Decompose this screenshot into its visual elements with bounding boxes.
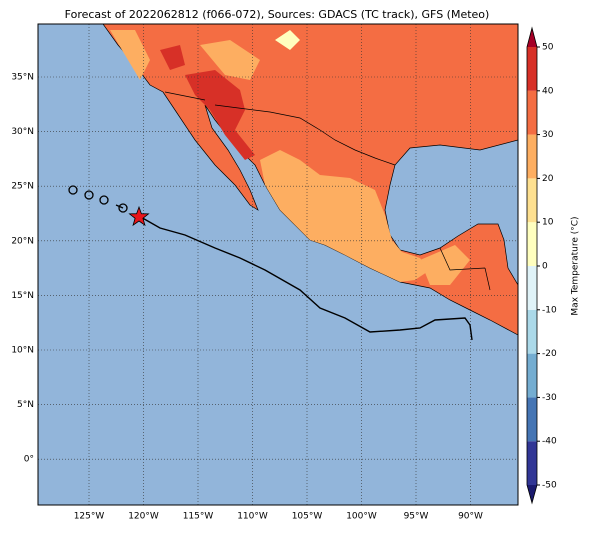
- colorbar-tick-label: -30: [542, 393, 557, 403]
- colorbar: -50 -40 -30 -20 -10 0 10 20 30 40 50: [526, 26, 557, 505]
- colorbar-over: [527, 28, 537, 47]
- warm-zone: [110, 30, 470, 285]
- past-position: [118, 203, 128, 213]
- colorbar-tick-label: -10: [542, 305, 557, 315]
- colorbar-segment: [527, 47, 537, 91]
- colorbar-tick-label: -20: [542, 349, 557, 359]
- colorbar-segment: [527, 397, 537, 442]
- past-position: [68, 185, 78, 195]
- colorbar-tick-label: 0: [542, 262, 548, 272]
- track-segment: [115, 204, 124, 209]
- lon-label: 120°W: [128, 512, 159, 522]
- colorbar-tick-label: 10: [542, 218, 554, 228]
- lat-label: 15°N: [11, 291, 34, 301]
- lon-label: 105°W: [292, 512, 323, 522]
- lon-label: 125°W: [74, 512, 105, 522]
- colorbar-segment: [527, 222, 537, 266]
- colorbar-segment: [527, 90, 537, 135]
- warm-zone: [260, 150, 430, 282]
- lon-label: 115°W: [183, 512, 214, 522]
- title: Forecast of 2022062812 (f066-072), Sourc…: [65, 8, 490, 21]
- colorbar-tick-label: 30: [542, 130, 554, 140]
- lat-label: 35°N: [11, 73, 34, 83]
- lat-label: 30°N: [11, 127, 34, 137]
- colorbar-tick-label: 20: [542, 174, 554, 184]
- lat-label: 0°: [24, 455, 34, 465]
- lat-label: 25°N: [11, 182, 34, 192]
- colorbar-segment: [527, 134, 537, 179]
- lon-label: 100°W: [346, 512, 377, 522]
- lon-label: 110°W: [237, 512, 268, 522]
- lat-label: 5°N: [17, 400, 34, 410]
- colorbar-segment: [527, 353, 537, 398]
- storm-track: [138, 215, 473, 341]
- map: [38, 24, 518, 505]
- past-position: [84, 190, 94, 200]
- hot-zone: [160, 45, 255, 160]
- lon-label: 95°W: [404, 512, 429, 522]
- map-frame: [37, 23, 519, 506]
- past-position: [99, 195, 109, 205]
- lon-label: 90°W: [458, 512, 483, 522]
- colorbar-tick-label: -40: [542, 437, 557, 447]
- mild-zone: [275, 30, 300, 50]
- colorbar-tick-label: 50: [542, 43, 554, 53]
- colorbar-tick-label: -50: [542, 481, 557, 491]
- current-position: [128, 205, 150, 227]
- colorbar-tick-label: 40: [542, 86, 554, 96]
- lat-label: 10°N: [11, 346, 34, 356]
- colorbar-under: [527, 485, 537, 503]
- colorbar-segment: [527, 266, 537, 310]
- colorbar-label: Max Temperature (°C): [571, 216, 581, 315]
- past-positions: [68, 185, 128, 213]
- colorbar-segment: [527, 441, 537, 485]
- colorbar-segment: [527, 178, 537, 223]
- lat-label: 20°N: [11, 236, 34, 246]
- border: [164, 91, 491, 291]
- colorbar-segment: [527, 309, 537, 354]
